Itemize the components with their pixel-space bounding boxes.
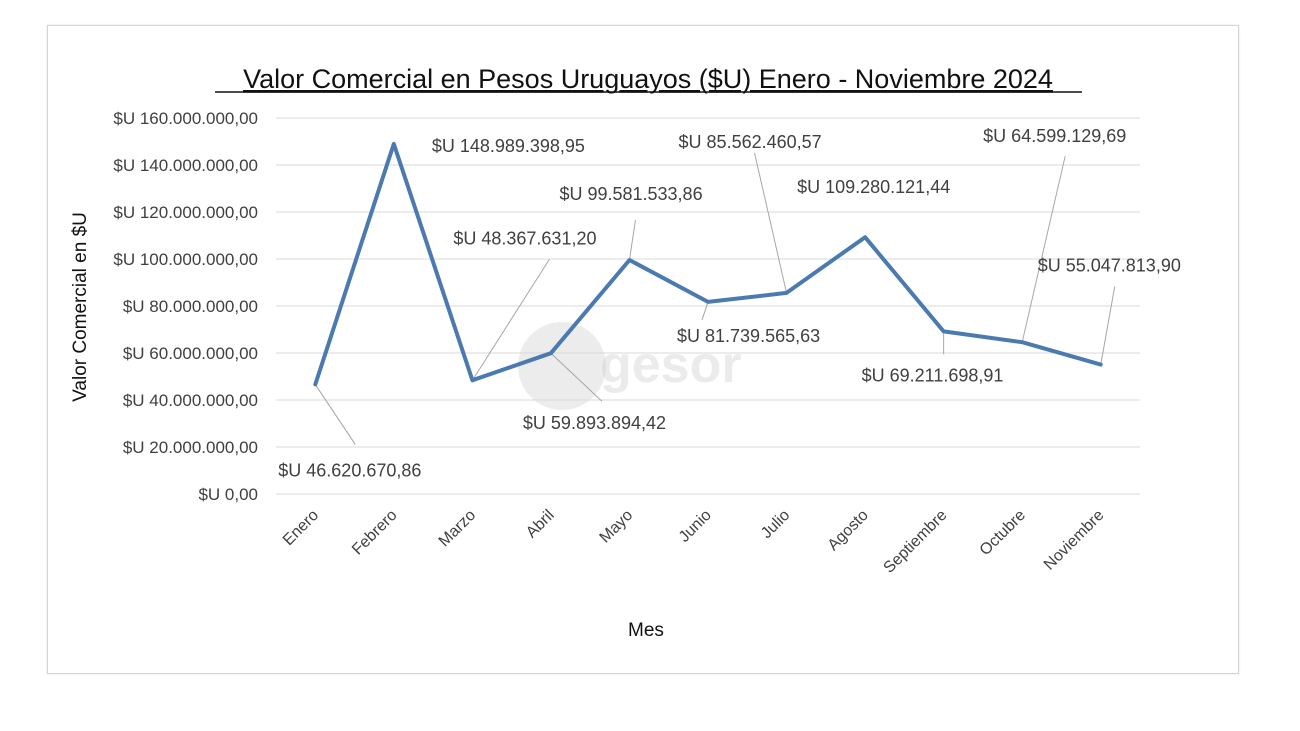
x-tick-label: Marzo	[436, 507, 480, 551]
x-tick-label: Enero	[280, 507, 322, 549]
x-axis-label: Mes	[628, 620, 664, 641]
y-tick-label: $U 60.000.000,00	[123, 344, 258, 363]
y-tick-label: $U 0,00	[198, 485, 258, 504]
chart-title: Valor Comercial en Pesos Uruguayos ($U) …	[243, 64, 1053, 94]
data-label: $U 55.047.813,90	[1038, 256, 1181, 276]
data-label-leader	[550, 352, 603, 402]
data-label: $U 109.280.121,44	[797, 177, 950, 197]
y-tick-label: $U 100.000.000,00	[113, 250, 258, 269]
data-label-leader	[628, 219, 636, 261]
x-tick-label: Julio	[758, 507, 793, 542]
y-tick-label: $U 120.000.000,00	[113, 203, 258, 222]
y-tick-label: $U 40.000.000,00	[123, 391, 258, 410]
watermark-logo: gesor	[518, 322, 742, 410]
data-label: $U 48.367.631,20	[453, 228, 596, 248]
data-label: $U 81.739.565,63	[677, 326, 820, 346]
data-label-leader	[1021, 156, 1066, 343]
y-tick-label: $U 160.000.000,00	[113, 109, 258, 128]
data-label-leader	[754, 152, 788, 294]
y-tick-label: $U 140.000.000,00	[113, 156, 258, 175]
x-tick-label: Junio	[676, 507, 715, 546]
data-label-leader	[701, 301, 709, 321]
data-label: $U 69.211.698,91	[862, 365, 1004, 385]
x-tick-label: Septiembre	[881, 507, 951, 577]
series-line	[313, 141, 1103, 387]
data-label: $U 46.620.670,86	[278, 460, 421, 480]
data-label-leader	[1100, 286, 1116, 365]
data-label: $U 64.599.129,69	[983, 126, 1126, 146]
x-tick-label: Octubre	[977, 507, 1029, 559]
data-label: $U 85.562.460,57	[679, 132, 822, 152]
data-label: $U 59.893.894,42	[523, 413, 666, 433]
y-tick-label: $U 80.000.000,00	[123, 297, 258, 316]
data-label: $U 148.989.398,95	[432, 136, 585, 156]
y-axis-label: Valor Comercial en $U	[70, 212, 91, 402]
data-label-leader	[471, 259, 550, 381]
x-tick-label: Abril	[523, 507, 558, 542]
watermark-at-icon	[518, 322, 606, 410]
watermark-text: gesor	[600, 336, 742, 394]
x-tick-label: Febrero	[349, 507, 401, 559]
data-label-leader	[314, 384, 356, 445]
chart-frame	[47, 25, 1239, 674]
x-tick-label: Noviembre	[1041, 507, 1108, 574]
y-tick-label: $U 20.000.000,00	[123, 438, 258, 457]
x-tick-label: Mayo	[597, 507, 637, 547]
x-tick-label: Agosto	[825, 507, 872, 554]
data-label: $U 99.581.533,86	[559, 184, 702, 204]
